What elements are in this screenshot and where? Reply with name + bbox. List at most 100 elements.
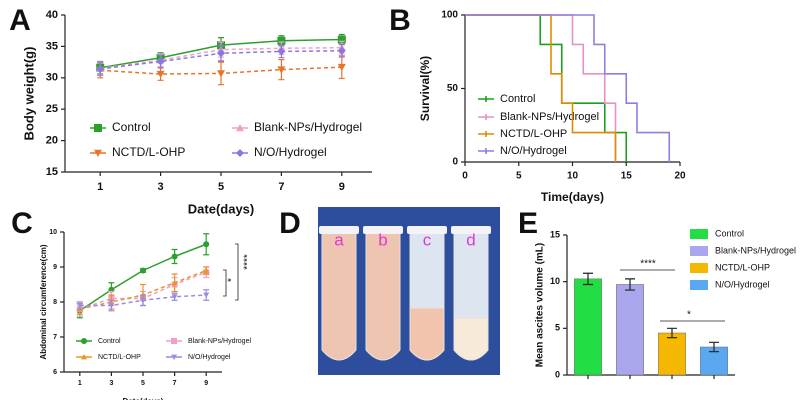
tube-label: b: [378, 230, 387, 249]
legend-label: NCTD/L-OHP: [715, 262, 770, 272]
marker: [171, 338, 177, 344]
legend-swatch: [690, 246, 708, 256]
legend-label: N/O/Hydrogel: [500, 145, 567, 157]
x-axis-label: Date(days): [188, 201, 254, 216]
marker: [171, 354, 177, 360]
chart-panel: B 0 50 100 0 5 10 15 20 Time(days) Survival(%) Cont…: [389, 4, 686, 204]
legend-label: N/O/Hydrogel: [254, 145, 327, 159]
legend-label: NCTD/L-OHP: [112, 145, 185, 159]
x-tick-label: 0: [462, 171, 468, 182]
x-tick-label: 9: [204, 380, 208, 387]
marker: [81, 338, 87, 344]
y-tick-label: 9: [53, 264, 57, 271]
legend-label: NCTD/L-OHP: [98, 354, 141, 361]
y-tick-label: 25: [46, 103, 58, 115]
marker: [140, 267, 146, 274]
y-tick-label: 35: [46, 40, 58, 52]
x-tick-label: 5: [141, 380, 145, 387]
marker: [277, 36, 286, 45]
significance-bracket: [235, 243, 239, 301]
error-bar: [667, 327, 677, 339]
marker: [277, 47, 286, 56]
panel-letter: B: [389, 4, 411, 37]
y-tick-label: 0: [452, 157, 458, 168]
marker: [94, 124, 102, 132]
x-tick-label: 1: [78, 380, 82, 387]
tube: [365, 231, 401, 361]
y-tick-label: 50: [447, 83, 459, 94]
legend-label: Blank-NPs/Hydrogel: [715, 245, 796, 255]
marker: [203, 292, 210, 298]
marker: [171, 279, 178, 286]
tube-caps: [319, 226, 491, 234]
survival-line: [465, 14, 617, 162]
y-tick-label: 40: [46, 9, 58, 21]
legend-label: Blank-NPs/Hydrogel: [188, 338, 251, 345]
error-bar: [625, 278, 635, 291]
legend-label: N/O/Hydrogel: [188, 354, 231, 361]
error-bar-line: [625, 278, 635, 291]
legend-swatch: [690, 280, 708, 290]
y-tick-label: 20: [46, 135, 58, 147]
marker: [156, 70, 165, 79]
x-tick-label: 7: [278, 181, 284, 193]
y-axis-label: Mean ascites volume (mL): [535, 243, 546, 367]
error-bar: [583, 272, 593, 286]
marker: [171, 294, 178, 300]
cap: [407, 226, 447, 234]
panel-letter: C: [11, 207, 33, 240]
marker: [203, 241, 210, 248]
photo-panel: a b c d D: [279, 207, 500, 375]
x-axis-label: Date(days): [123, 397, 164, 400]
legend-label: Control: [112, 120, 151, 134]
x-tick-label: 3: [158, 181, 164, 193]
x-tick-label: 7: [173, 380, 177, 387]
tube-label: c: [423, 230, 432, 249]
chart-panel: C 6 7 8 9 10 1 3 5 7 9 Date(days) Abdominal circumfe…: [11, 207, 253, 400]
marker: [217, 49, 225, 58]
panel-letter: D: [279, 207, 301, 240]
y-tick-label: 10: [49, 229, 57, 236]
error-bar-line: [709, 341, 719, 353]
legend-line: [478, 148, 494, 154]
survival-line: [465, 14, 617, 162]
marker: [337, 63, 346, 72]
marker: [277, 66, 286, 74]
marker: [81, 354, 87, 360]
marker: [217, 70, 225, 78]
tube-sediment: [409, 307, 445, 361]
legend-line: [478, 114, 494, 120]
tubes: [321, 231, 489, 361]
legend-label: Blank-NPs/Hydrogel: [254, 120, 362, 134]
significance-label: ****: [640, 259, 656, 270]
legend-label: N/O/Hydrogel: [715, 279, 770, 289]
marker: [94, 149, 102, 157]
cap: [363, 226, 403, 234]
y-tick-label: 5: [555, 323, 560, 333]
survival-line: [465, 14, 671, 162]
y-tick-label: 15: [550, 229, 560, 239]
tube-label: d: [466, 230, 475, 249]
marker: [156, 57, 165, 66]
x-tick-label: 15: [621, 171, 633, 182]
marker: [108, 303, 115, 309]
y-tick-label: 0: [555, 369, 560, 379]
y-axis-label: Survival(%): [418, 56, 432, 121]
survival-line: [465, 14, 628, 162]
marker: [236, 149, 244, 157]
y-tick-label: 30: [46, 72, 58, 84]
tube-sediment: [453, 317, 489, 361]
y-axis-label: Abdominal circumference(cm): [39, 244, 48, 359]
cap: [319, 226, 359, 234]
panel-letter: A: [9, 4, 31, 37]
legend-line: [478, 131, 494, 137]
legend-label: Control: [500, 93, 535, 105]
bar: [658, 332, 686, 376]
bar: [574, 278, 602, 376]
legend-swatch: [690, 263, 708, 273]
x-tick-label: 10: [567, 171, 579, 182]
legend-label: NCTD/L-OHP: [500, 128, 567, 140]
y-tick-label: 10: [550, 276, 560, 286]
tube: [321, 231, 357, 361]
